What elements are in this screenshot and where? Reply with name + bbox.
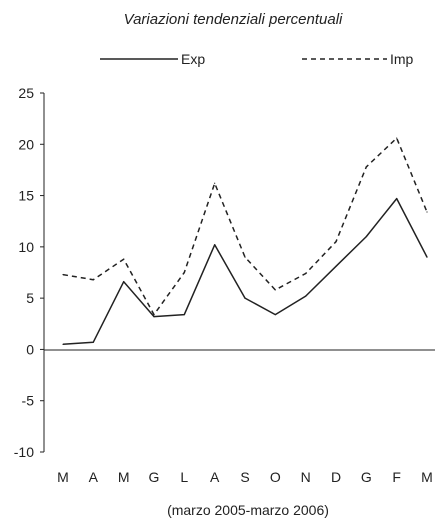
data-point-imp xyxy=(92,279,94,281)
data-point-imp xyxy=(396,137,398,139)
y-tick-label: -10 xyxy=(14,444,34,460)
x-tick-label: M xyxy=(421,469,433,485)
x-tick-label: O xyxy=(270,469,281,485)
x-axis-label: (marzo 2005-marzo 2006) xyxy=(167,502,329,518)
data-point-exp xyxy=(426,256,428,258)
data-point-imp xyxy=(274,289,276,291)
data-point-exp xyxy=(305,295,307,297)
x-tick-label: F xyxy=(392,469,401,485)
data-point-imp xyxy=(62,273,64,276)
legend-label-imp: Imp xyxy=(390,51,414,67)
data-point-imp xyxy=(335,241,337,243)
x-tick-label: L xyxy=(180,469,188,485)
x-tick-label: A xyxy=(89,469,99,485)
x-tick-label: M xyxy=(57,469,69,485)
series-line-exp xyxy=(62,197,428,346)
x-tick-label: G xyxy=(361,469,372,485)
y-tick-label: 25 xyxy=(18,85,34,101)
series-line-imp xyxy=(62,137,428,316)
data-point-exp xyxy=(244,297,246,299)
data-point-imp xyxy=(153,313,155,316)
y-tick-label: 15 xyxy=(18,188,34,204)
data-point-exp xyxy=(123,281,125,283)
data-point-exp xyxy=(153,316,155,318)
data-point-exp xyxy=(62,343,64,345)
data-point-exp xyxy=(335,265,337,267)
data-point-exp xyxy=(214,244,216,246)
chart-title: Variazioni tendenziali percentuali xyxy=(124,11,343,28)
x-tick-label: A xyxy=(210,469,220,485)
y-tick-label: -5 xyxy=(22,393,35,409)
data-point-imp xyxy=(305,272,307,275)
data-point-imp xyxy=(244,256,246,258)
y-tick-label: 20 xyxy=(18,136,34,152)
data-point-exp xyxy=(365,236,367,238)
x-tick-label: D xyxy=(331,469,341,485)
x-tick-label: G xyxy=(149,469,160,485)
data-point-exp xyxy=(396,198,398,200)
data-point-imp xyxy=(183,271,185,274)
data-point-imp xyxy=(214,182,216,184)
x-tick-label: N xyxy=(301,469,311,485)
y-tick-label: 5 xyxy=(26,290,34,306)
data-point-imp xyxy=(426,211,428,213)
x-tick-label: M xyxy=(118,469,130,485)
data-point-exp xyxy=(274,313,276,316)
series-lines xyxy=(62,137,428,346)
y-ticks: -10 -5 0 5 10 15 20 25 xyxy=(14,85,44,460)
data-point-exp xyxy=(183,313,185,316)
legend: Exp Imp xyxy=(100,51,414,67)
y-tick-label: 0 xyxy=(26,341,34,357)
y-tick-label: 10 xyxy=(18,239,34,255)
data-point-exp xyxy=(92,341,94,343)
x-tick-label: S xyxy=(240,469,249,485)
data-point-imp xyxy=(123,258,125,260)
legend-label-exp: Exp xyxy=(181,51,205,67)
data-point-imp xyxy=(365,166,367,168)
